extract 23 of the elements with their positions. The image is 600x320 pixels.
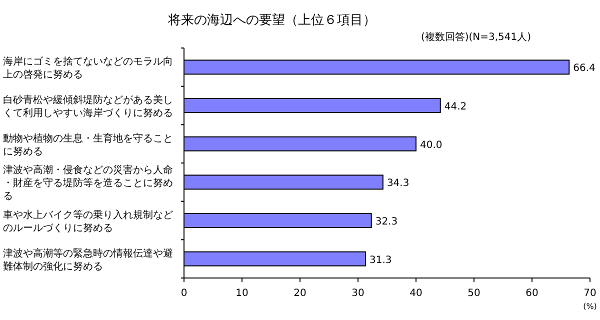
y-tick-label: 動物や植物の生息・生育地を守ることに努める xyxy=(3,132,173,158)
x-tick-label: 70 xyxy=(584,288,596,299)
data-label: 44.2 xyxy=(444,102,467,112)
x-tick-label: 20 xyxy=(294,288,306,299)
data-label: 34.3 xyxy=(386,178,410,190)
data-label: 31.3 xyxy=(370,254,392,266)
x-tick-label: 60 xyxy=(526,288,538,299)
x-tick-label: 30 xyxy=(352,288,364,299)
y-tick-label: 車や水上バイク等の乗り入れ規制などのルールづくりに努める xyxy=(3,209,173,234)
x-tick-label: 10 xyxy=(236,288,248,299)
y-tick-label: 津波や高潮・侵食などの災害から人命・財産を守る堤防等を造ることに努める xyxy=(3,164,173,202)
y-tick-label: 津波や高潮等の緊急時の情報伝達や避難体制の強化に努める xyxy=(3,247,173,272)
data-label: 40.0 xyxy=(420,140,442,151)
y-tick-label: 海岸にゴミを捨てないなどのモラル向上の啓発に努める xyxy=(3,56,173,81)
x-tick-label: 40 xyxy=(410,288,422,299)
x-tick-label: 50 xyxy=(468,288,480,299)
chart-subtitle: (複数回答)(N=3,541人) xyxy=(420,31,532,43)
x-axis-title: (%) xyxy=(583,302,597,311)
chart-title: 将来の海辺への要望（上位６項目） xyxy=(167,13,376,28)
y-tick-label: 白砂青松や緩傾斜堤防などがある美しくて利用しやすい海岸づくりに努める xyxy=(3,94,173,119)
data-label: 32.3 xyxy=(375,216,398,228)
data-label: 66.4 xyxy=(573,63,596,74)
x-tick-label: 0 xyxy=(180,288,188,299)
